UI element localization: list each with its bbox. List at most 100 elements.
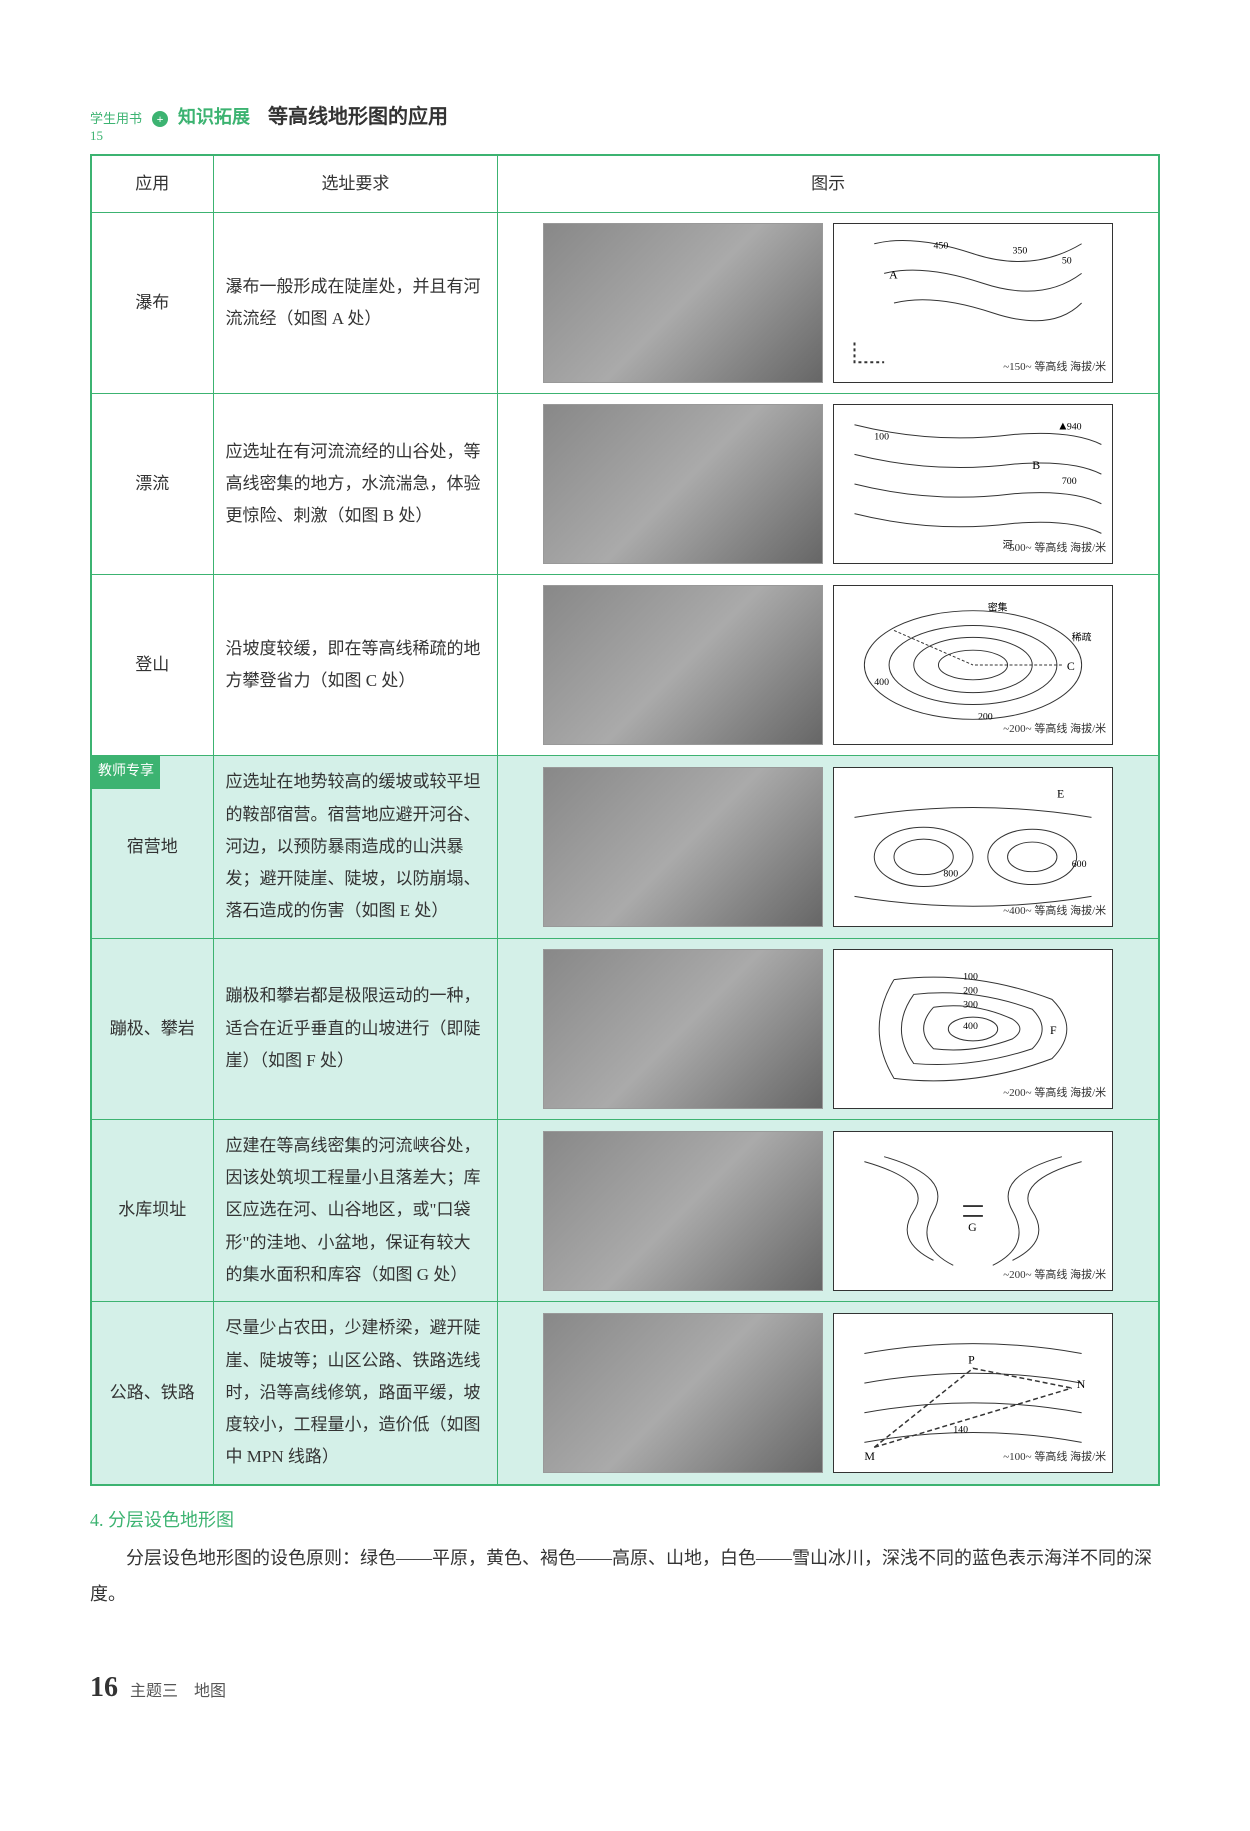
svg-text:600: 600: [1072, 859, 1087, 870]
app-cell: 蹦极、攀岩: [91, 938, 213, 1119]
diagram-label: ~400~ 等高线 海拔/米: [1003, 901, 1106, 922]
svg-text:C: C: [1067, 659, 1075, 673]
app-cell: 公路、铁路: [91, 1302, 213, 1485]
svg-text:100: 100: [963, 971, 978, 982]
svg-text:700: 700: [1062, 476, 1077, 487]
svg-text:200: 200: [963, 985, 978, 996]
req-cell: 应选址在地势较高的缓坡或较平坦的鞍部宿营。宿营地应避开河谷、河边，以预防暴雨造成…: [213, 756, 498, 938]
req-cell: 蹦极和攀岩都是极限运动的一种，适合在近乎垂直的山坡进行（即陡崖）（如图 F 处）: [213, 938, 498, 1119]
page-title: 等高线地形图的应用: [268, 100, 448, 129]
req-cell: 尽量少占农田，少建桥梁，避开陡崖、陡坡等；山区公路、铁路选线时，沿等高线修筑，路…: [213, 1302, 498, 1485]
photo-dam: [543, 1131, 823, 1291]
diagram-label: ~200~ 等高线 海拔/米: [1003, 1265, 1106, 1286]
svg-text:稀疏: 稀疏: [1072, 631, 1092, 644]
photo-highway: [543, 1313, 823, 1473]
plus-icon: +: [152, 111, 168, 127]
app-cell: 登山: [91, 575, 213, 756]
diagram-label: ~100~ 等高线 海拔/米: [1003, 1447, 1106, 1468]
img-cell: 密集 稀疏 C 400 200 ~200~ 等高线 海拔/米: [498, 575, 1159, 756]
img-cell: E 800 600 ~400~ 等高线 海拔/米: [498, 756, 1159, 938]
app-cell: 瀑布: [91, 213, 213, 394]
svg-text:940: 940: [1067, 422, 1082, 433]
photo-climbing: [543, 585, 823, 745]
contour-diagram-e: E 800 600 ~400~ 等高线 海拔/米: [833, 767, 1113, 927]
app-label: 宿营地: [127, 837, 178, 856]
section-4-heading: 4. 分层设色地形图: [90, 1506, 1160, 1532]
table-body: 瀑布 瀑布一般形成在陡崖处，并且有河流流经（如图 A 处） 450 350 50: [91, 213, 1159, 1485]
svg-text:800: 800: [944, 869, 959, 880]
photo-waterfall: [543, 223, 823, 383]
img-cell: 100 200 300 400 F ~200~ 等高线 海拔/米: [498, 938, 1159, 1119]
contour-diagram-g: G ~200~ 等高线 海拔/米: [833, 1131, 1113, 1291]
app-cell: 水库坝址: [91, 1119, 213, 1301]
image-pair: 100 200 300 400 F ~200~ 等高线 海拔/米: [510, 949, 1146, 1109]
image-pair: G ~200~ 等高线 海拔/米: [510, 1131, 1146, 1291]
table-row-teacher: 公路、铁路 尽量少占农田，少建桥梁，避开陡崖、陡坡等；山区公路、铁路选线时，沿等…: [91, 1302, 1159, 1485]
svg-text:M: M: [865, 1449, 876, 1463]
image-pair: 密集 稀疏 C 400 200 ~200~ 等高线 海拔/米: [510, 585, 1146, 745]
svg-text:密集: 密集: [988, 601, 1008, 614]
img-cell: G ~200~ 等高线 海拔/米: [498, 1119, 1159, 1301]
diagram-label: ~200~ 等高线 海拔/米: [1003, 1083, 1106, 1104]
image-pair: M P N 140 ~100~ 等高线 海拔/米: [510, 1313, 1146, 1473]
contour-diagram-b: 100 ▲ 940 B 700 河 ~500~ 等高线 海拔/米: [833, 404, 1113, 564]
page-number: 16: [90, 1672, 118, 1704]
page-footer: 16 主题三 地图: [90, 1672, 1160, 1704]
svg-text:140: 140: [953, 1425, 968, 1436]
table-row-teacher: 水库坝址 应建在等高线密集的河流峡谷处，因该处筑坝工程量小且落差大；库区应选在河…: [91, 1119, 1159, 1301]
image-pair: 450 350 50 A ~150~ 等高线 海拔/米: [510, 223, 1146, 383]
photo-bungee: [543, 949, 823, 1109]
app-cell: 漂流: [91, 394, 213, 575]
req-cell: 沿坡度较缓，即在等高线稀疏的地方攀登省力（如图 C 处）: [213, 575, 498, 756]
svg-text:G: G: [968, 1219, 977, 1233]
knowledge-label: 知识拓展: [178, 103, 250, 129]
svg-text:F: F: [1050, 1023, 1057, 1037]
footer-text: 主题三 地图: [130, 1677, 226, 1701]
photo-rafting: [543, 404, 823, 564]
table-row-teacher: 蹦极、攀岩 蹦极和攀岩都是极限运动的一种，适合在近乎垂直的山坡进行（即陡崖）（如…: [91, 938, 1159, 1119]
contour-diagram-mpn: M P N 140 ~100~ 等高线 海拔/米: [833, 1313, 1113, 1473]
page-ref: 15: [90, 128, 142, 144]
table-row: 瀑布 瀑布一般形成在陡崖处，并且有河流流经（如图 A 处） 450 350 50: [91, 213, 1159, 394]
contour-diagram-c: 密集 稀疏 C 400 200 ~200~ 等高线 海拔/米: [833, 585, 1113, 745]
header-requirement: 选址要求: [213, 155, 498, 213]
diagram-label: ~500~ 等高线 海拔/米: [1003, 538, 1106, 559]
svg-text:E: E: [1057, 787, 1064, 801]
table-row-teacher: 教师专享 宿营地 应选址在地势较高的缓坡或较平坦的鞍部宿营。宿营地应避开河谷、河…: [91, 756, 1159, 938]
req-cell: 应选址在有河流流经的山谷处，等高线密集的地方，水流湍急，体验更惊险、刺激（如图 …: [213, 394, 498, 575]
img-cell: 100 ▲ 940 B 700 河 ~500~ 等高线 海拔/米: [498, 394, 1159, 575]
img-cell: M P N 140 ~100~ 等高线 海拔/米: [498, 1302, 1159, 1485]
svg-text:300: 300: [963, 999, 978, 1010]
image-pair: E 800 600 ~400~ 等高线 海拔/米: [510, 767, 1146, 927]
header-illustration: 图示: [498, 155, 1159, 213]
req-cell: 瀑布一般形成在陡崖处，并且有河流流经（如图 A 处）: [213, 213, 498, 394]
teacher-badge: 教师专享: [92, 756, 160, 789]
svg-text:A: A: [889, 268, 898, 282]
table-header-row: 应用 选址要求 图示: [91, 155, 1159, 213]
application-table: 应用 选址要求 图示 瀑布 瀑布一般形成在陡崖处，并且有河流流经（如图 A 处）: [90, 154, 1160, 1486]
svg-text:200: 200: [978, 712, 993, 723]
svg-text:450: 450: [934, 241, 949, 252]
contour-diagram-f: 100 200 300 400 F ~200~ 等高线 海拔/米: [833, 949, 1113, 1109]
svg-text:P: P: [968, 1352, 975, 1366]
student-label-block: 学生用书 15: [90, 108, 142, 144]
svg-text:400: 400: [874, 677, 889, 688]
img-cell: 450 350 50 A ~150~ 等高线 海拔/米: [498, 213, 1159, 394]
svg-text:350: 350: [1013, 246, 1028, 257]
page-header: 学生用书 15 + 知识拓展 等高线地形图的应用: [90, 100, 1160, 144]
section-4-text: 分层设色地形图的设色原则：绿色——平原，黄色、褐色——高原、山地，白色——雪山冰…: [90, 1540, 1160, 1612]
svg-text:N: N: [1077, 1377, 1086, 1391]
contour-diagram-a: 450 350 50 A ~150~ 等高线 海拔/米: [833, 223, 1113, 383]
photo-camping: [543, 767, 823, 927]
svg-text:B: B: [1032, 458, 1040, 472]
svg-text:400: 400: [963, 1021, 978, 1032]
diagram-label: ~150~ 等高线 海拔/米: [1003, 357, 1106, 378]
svg-text:50: 50: [1062, 256, 1072, 267]
table-row: 登山 沿坡度较缓，即在等高线稀疏的地方攀登省力（如图 C 处） 密集: [91, 575, 1159, 756]
table-row: 漂流 应选址在有河流流经的山谷处，等高线密集的地方，水流湍急，体验更惊险、刺激（…: [91, 394, 1159, 575]
image-pair: 100 ▲ 940 B 700 河 ~500~ 等高线 海拔/米: [510, 404, 1146, 564]
header-application: 应用: [91, 155, 213, 213]
svg-text:100: 100: [874, 432, 889, 443]
student-label: 学生用书: [90, 111, 142, 126]
app-cell: 教师专享 宿营地: [91, 756, 213, 938]
